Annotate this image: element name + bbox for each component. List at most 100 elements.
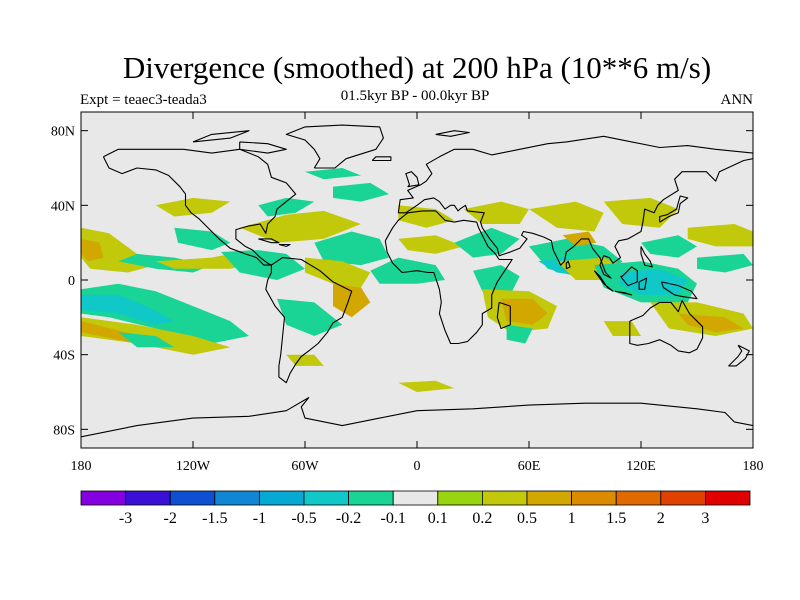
colorbar-label: -2 (164, 510, 177, 527)
anomaly-region (118, 332, 175, 348)
colorbar-label: 0.2 (472, 510, 492, 527)
anomaly-region (239, 210, 361, 243)
colorbar-swatch (392, 490, 439, 506)
anomaly-region (506, 324, 533, 344)
anomaly-region (314, 231, 389, 266)
coastline-segment (102, 148, 297, 266)
coastline-segment (614, 290, 633, 296)
coastline-segment (405, 171, 420, 188)
colorbar-swatch (705, 490, 751, 506)
anomaly-region (618, 268, 688, 295)
coastline-segment (265, 257, 353, 384)
x-tick-label: 0 (414, 459, 421, 474)
anomaly-region (398, 205, 455, 228)
anomaly-region (277, 298, 343, 336)
coastline-segment (593, 270, 614, 292)
coastline-segment (638, 277, 648, 290)
colorbar-swatch (125, 490, 171, 506)
plot-subtitle: 01.5kyr BP - 00.0kyr BP (340, 88, 490, 104)
anomaly-region (398, 380, 455, 392)
x-tick-label: 180 (71, 459, 92, 474)
y-axis: 80N 40N 0 40S 80S (51, 125, 753, 438)
anomaly-region (155, 197, 231, 217)
coastline-segment (620, 266, 638, 287)
colorbar-swatch (214, 490, 260, 506)
colorbar-label: 0.1 (428, 510, 448, 527)
anomaly-region (174, 227, 231, 251)
colorbar-swatch (169, 490, 216, 506)
colorbar-swatch (615, 490, 662, 506)
plot-title: Divergence (smoothed) at 200 hPa (10**6 … (122, 50, 712, 85)
anomaly-region (370, 257, 445, 284)
anomaly-region (398, 235, 464, 254)
anomaly-region (687, 224, 753, 247)
y-tick-label: 40S (53, 349, 75, 364)
coastline-segment (371, 156, 392, 162)
anomaly-region (529, 201, 604, 232)
anomaly-region (286, 354, 324, 366)
x-axis: 180 120W 60W 0 60E 120E 180 (71, 112, 764, 474)
coastline-segment (496, 301, 511, 330)
coastline-segment (660, 281, 698, 300)
x-tick-label: 180 (743, 459, 764, 474)
coastline-segment (81, 397, 753, 438)
anomaly-region (454, 227, 520, 258)
colorbar-label: -1.5 (202, 510, 227, 527)
anomaly-region (305, 168, 361, 180)
anomaly-region (473, 265, 520, 295)
colorbar-swatch (526, 490, 572, 506)
season-label: ANN (720, 92, 754, 108)
coastline-segment (397, 135, 753, 279)
anomaly-region (81, 238, 104, 262)
anomaly-region (603, 321, 641, 336)
colorbar-swatch (481, 490, 528, 506)
x-tick-label: 120E (626, 459, 656, 474)
colorbar-swatch (80, 490, 126, 506)
y-tick-label: 80S (53, 423, 75, 438)
coastline-segment (258, 238, 280, 244)
coastline-segment (629, 299, 704, 354)
x-tick-label: 120W (176, 459, 211, 474)
y-tick-label: 0 (68, 274, 75, 289)
coastline-segment (278, 243, 291, 247)
colorbar-swatch (348, 490, 394, 506)
anomaly-region (463, 201, 529, 224)
colorbar-label: 0.5 (517, 510, 537, 527)
coastline-segment (728, 344, 750, 367)
anomaly-region (258, 197, 315, 217)
divergence-field (81, 168, 753, 392)
coastline-segment (239, 141, 287, 154)
colorbar-label: -3 (119, 510, 132, 527)
colorbar-swatch (437, 490, 483, 506)
colorbar-label: 3 (701, 510, 709, 527)
anomaly-region (333, 182, 389, 202)
colorbar-label: -0.2 (336, 510, 361, 527)
anomaly-region (333, 283, 371, 318)
coastline-segment (659, 195, 689, 223)
experiment-label: Expt = teaec3-teada3 (80, 92, 207, 108)
coastline-segment (640, 246, 653, 268)
y-tick-label: 80N (51, 125, 75, 140)
x-tick-label: 60E (518, 459, 541, 474)
colorbar-swatch (660, 490, 706, 506)
anomaly-region (641, 235, 697, 258)
colorbar-label: 1.5 (606, 510, 626, 527)
colorbar: -3 -2 -1.5 -1 -0.5 -0.2 -0.1 0.1 0.2 0.5 1 1.5 2 3 (80, 490, 751, 527)
anomaly-region (501, 298, 548, 325)
anomaly-region (305, 257, 371, 288)
colorbar-swatch (303, 490, 349, 506)
coastlines (81, 124, 753, 438)
anomaly-region (81, 294, 175, 325)
anomaly-region (697, 253, 753, 273)
coastline-segment (384, 210, 513, 345)
colorbar-label: -0.1 (381, 510, 406, 527)
colorbar-label: -0.5 (291, 510, 316, 527)
colorbar-swatch (258, 490, 305, 506)
x-tick-label: 60W (291, 459, 319, 474)
colorbar-label: 2 (657, 510, 665, 527)
colorbar-label: 1 (568, 510, 576, 527)
coastline-segment (285, 124, 384, 169)
anomaly-region (562, 231, 597, 247)
colorbar-swatch (571, 490, 617, 506)
